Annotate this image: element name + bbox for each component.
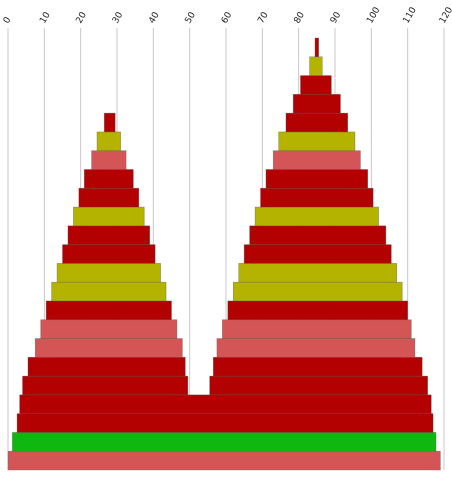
band-2 xyxy=(16,413,434,433)
band-10-right xyxy=(238,263,398,283)
band-8-right xyxy=(227,300,408,321)
band-12-right xyxy=(249,225,387,245)
band-9-left xyxy=(51,281,167,302)
band-22 xyxy=(314,37,319,58)
band-18-right xyxy=(285,112,349,133)
band-6-left xyxy=(34,338,183,358)
x-tick-label-80: 80 xyxy=(293,10,308,25)
band-5-left xyxy=(27,357,186,377)
band-20 xyxy=(300,75,332,95)
band-16-left xyxy=(91,150,127,170)
band-17-left xyxy=(96,131,121,151)
x-tick-label-110: 110 xyxy=(402,5,419,25)
band-5-right xyxy=(212,357,423,377)
band-3 xyxy=(19,394,432,414)
band-series xyxy=(7,37,441,471)
band-12-left xyxy=(67,225,150,245)
x-tick-label-0: 0 xyxy=(2,15,14,25)
band-7-left xyxy=(40,319,178,339)
band-11-right xyxy=(243,244,392,264)
x-tick-label-40: 40 xyxy=(147,10,162,25)
band-11-left xyxy=(62,244,156,264)
band-18-left xyxy=(103,112,116,133)
x-tick-label-50: 50 xyxy=(184,10,199,25)
band-15-right xyxy=(265,169,369,189)
band-13-left xyxy=(73,206,145,227)
band-6-right xyxy=(216,338,416,358)
band-14-left xyxy=(78,187,140,208)
band-1 xyxy=(12,432,437,452)
x-tick-label-70: 70 xyxy=(256,10,271,25)
band-0 xyxy=(7,450,441,471)
band-19 xyxy=(292,94,341,114)
x-tick-label-20: 20 xyxy=(75,10,90,25)
band-4-left xyxy=(22,375,189,396)
x-tick-label-60: 60 xyxy=(220,10,235,25)
x-tick-label-120: 120 xyxy=(438,5,452,25)
band-21 xyxy=(309,56,323,76)
x-tick-label-90: 90 xyxy=(329,10,344,25)
band-15-left xyxy=(84,169,134,189)
band-10-left xyxy=(56,263,161,283)
x-tick-label-10: 10 xyxy=(38,10,53,25)
band-7-right xyxy=(222,319,412,339)
x-tick-label-30: 30 xyxy=(111,10,126,25)
band-9-right xyxy=(232,281,403,302)
x-tick-label-100: 100 xyxy=(365,5,382,25)
band-4-right xyxy=(209,375,428,396)
band-8-left xyxy=(45,300,172,321)
x-axis-tick-labels: 0 10 20 30 40 50 60 70 80 90 100 110 120 xyxy=(2,5,452,25)
band-13-right xyxy=(254,206,379,227)
band-16-right xyxy=(272,150,361,170)
band-17-right xyxy=(278,131,356,151)
band-14-right xyxy=(260,187,374,208)
